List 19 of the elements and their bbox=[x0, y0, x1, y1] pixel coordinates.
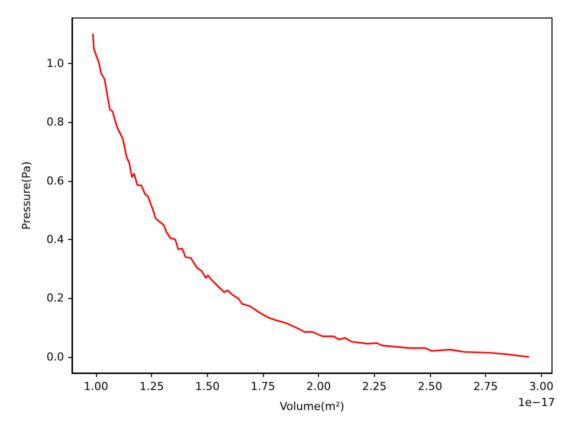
text: 1e−17 bbox=[518, 396, 556, 409]
y-tick-label: 0.2 bbox=[46, 292, 64, 305]
line-series bbox=[92, 33, 530, 358]
x-tick-label: 2.50 bbox=[418, 380, 442, 393]
y-tick-label: 1.0 bbox=[46, 56, 64, 70]
x-tick-label: 1.75 bbox=[250, 380, 276, 393]
x-tick-label: 1.00 bbox=[84, 380, 108, 393]
x-tick-label: 1.25 bbox=[139, 380, 164, 393]
y-tick-label: 0.8 bbox=[46, 116, 64, 129]
x-tick-label: 1.50 bbox=[195, 380, 220, 393]
x-axis-title: Volume(m²) bbox=[280, 400, 344, 413]
x-tick-label: 2.00 bbox=[306, 380, 331, 393]
x-tick-label: 3.00 bbox=[529, 380, 554, 393]
y-tick-label: 0.0 bbox=[46, 350, 64, 364]
x-tick-label: 2.75 bbox=[473, 380, 498, 393]
y-tick-label: 0.4 bbox=[46, 233, 64, 246]
x-tick-label: 2.25 bbox=[362, 380, 387, 393]
y-tick-label: 0.6 bbox=[46, 174, 64, 188]
y-axis-title: Pressure(Pa) bbox=[20, 161, 33, 230]
